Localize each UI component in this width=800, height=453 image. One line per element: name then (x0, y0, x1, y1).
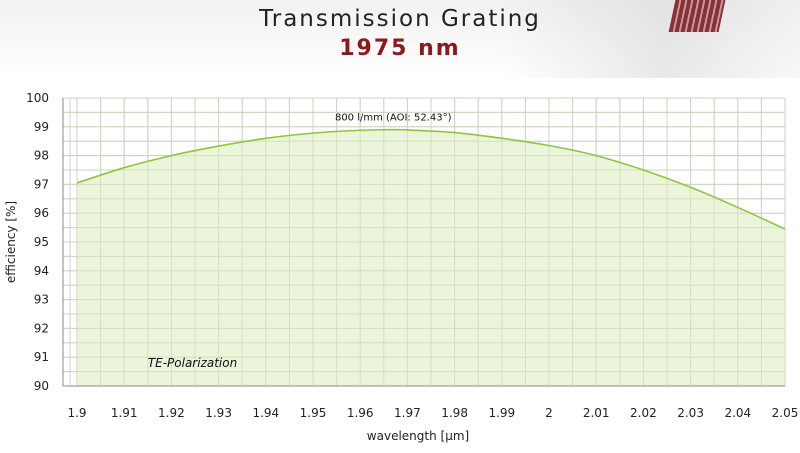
chart-subtitle: 1975 nm (339, 36, 461, 61)
grid-overlay (63, 97, 786, 387)
x-tick-label: 1.94 (252, 406, 279, 420)
x-axis-label: wavelength [µm] (367, 429, 469, 443)
header-decoration (500, 0, 800, 78)
y-tick-label: 99 (34, 120, 49, 134)
x-tick-label: 1.92 (158, 406, 185, 420)
chart-title: Transmission Grating (259, 6, 541, 32)
x-tick-label: 2.01 (583, 406, 610, 420)
x-tick-label: 1.98 (441, 406, 468, 420)
y-tick-label: 98 (34, 149, 49, 163)
x-tick-label: 2 (545, 406, 553, 420)
efficiency-series-line (76, 128, 786, 230)
y-axis-label: efficiency [%] (4, 201, 18, 283)
x-tick-label: 2.05 (772, 406, 799, 420)
x-tick-label: 2.02 (630, 406, 657, 420)
polarization-annotation: TE-Polarization (148, 356, 237, 370)
y-tick-label: 100 (26, 91, 49, 105)
y-tick-label: 97 (34, 177, 49, 191)
series-annotation: 800 l/mm (AOI: 52.43°) (335, 113, 452, 124)
x-tick-label: 1.99 (488, 406, 515, 420)
y-tick-label: 93 (34, 293, 49, 307)
y-tick-label: 94 (34, 264, 49, 278)
x-tick-label: 1.9 (67, 406, 86, 420)
y-tick-label: 92 (34, 321, 49, 335)
x-tick-label: 2.04 (724, 406, 751, 420)
x-tick-label: 1.91 (111, 406, 138, 420)
y-tick-label: 95 (34, 235, 49, 249)
y-tick-labels: 90 91 92 93 94 95 96 97 98 99 100 (26, 91, 49, 393)
y-tick-label: 90 (34, 379, 49, 393)
x-tick-label: 2.03 (677, 406, 704, 420)
x-tick-label: 1.93 (205, 406, 232, 420)
x-tick-labels: 1.9 1.91 1.92 1.93 1.94 1.95 1.96 1.97 1.98 1.99 2… (67, 406, 798, 420)
x-tick-label: 1.97 (394, 406, 421, 420)
x-tick-label: 1.95 (300, 406, 327, 420)
x-tick-label: 1.96 (347, 406, 374, 420)
chart-axes (62, 98, 785, 387)
y-tick-label: 96 (34, 206, 49, 220)
y-tick-label: 91 (34, 350, 49, 364)
